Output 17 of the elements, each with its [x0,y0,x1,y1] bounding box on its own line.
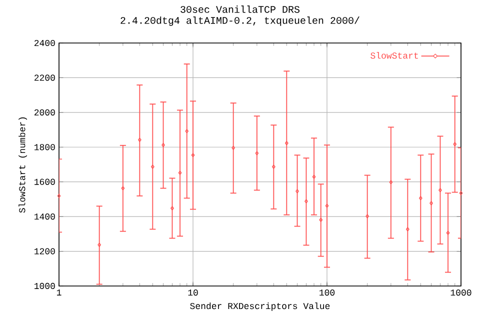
y-tick-label: 1800 [34,144,55,150]
y-tick-label: 2400 [34,40,55,46]
y-tick-label: 1200 [34,248,55,254]
chart-title: 30sec VanillaTCP DRS [180,6,300,13]
y-tick-label: 1400 [34,214,55,220]
x-axis-title: Sender RXDescriptors Value [190,302,330,311]
x-tick-label: 1000 [450,290,472,296]
x-tick-label: 100 [320,290,335,296]
x-tick-label: 10 [188,290,198,296]
chart-subtitle: 2.4.20dtg4 altAIMD-0.2, txqueuelen 2000/ [120,16,360,26]
legend-label: SlowStart [370,52,418,59]
y-tick-label: 1600 [34,178,55,185]
x-tick-label: 1 [56,290,62,296]
y-tick-label: 2200 [34,74,55,81]
y-axis-title: SlowStart (number) [18,117,28,213]
y-tick-label: 2000 [34,109,55,116]
y-tick-label: 1000 [34,282,55,290]
